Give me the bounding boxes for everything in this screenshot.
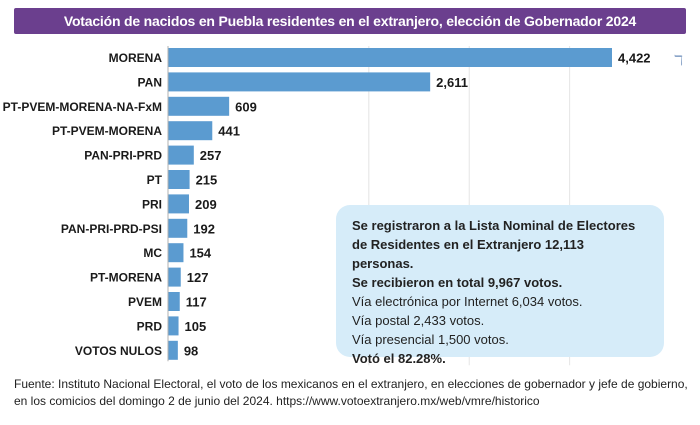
callout-line-internet: Vía electrónica por Internet 6,034 votos… bbox=[352, 294, 583, 309]
callout-line-total-votes: Se recibieron en total 9,967 votos. bbox=[352, 275, 563, 290]
bar-pt-pvem-morena bbox=[168, 121, 213, 141]
value-label-pt-pvem-morena-na-fxm: 609 bbox=[235, 99, 257, 114]
category-label-prd: PRD bbox=[137, 319, 163, 333]
bar-pt bbox=[168, 170, 190, 189]
bar-morena bbox=[168, 48, 612, 67]
value-label-pt: 215 bbox=[196, 173, 218, 188]
bar-pt-pvem-morena-na-fxm bbox=[168, 96, 230, 116]
category-label-pt-pvem-morena: PT-PVEM-MORENA bbox=[52, 124, 162, 138]
bar-pan bbox=[168, 72, 431, 92]
category-label-mc: MC bbox=[143, 246, 162, 260]
category-label-pri: PRI bbox=[142, 197, 162, 211]
bar-prd bbox=[168, 316, 179, 336]
bar-mc bbox=[168, 243, 184, 263]
value-label-pt-morena: 127 bbox=[187, 270, 209, 285]
value-label-pan: 2,611 bbox=[436, 75, 468, 90]
callout-line-registered: Se registraron a la Lista Nominal de Ele… bbox=[352, 218, 636, 233]
value-label-pan-pri-prd: 257 bbox=[200, 148, 222, 163]
bar-votos-nulos bbox=[168, 340, 178, 360]
value-label-prd: 105 bbox=[185, 319, 207, 334]
callout-line-presencial: Vía presencial 1,500 votos. bbox=[352, 332, 509, 347]
category-label-pan-pri-prd-psi: PAN-PRI-PRD-PSI bbox=[61, 222, 162, 236]
category-label-votos-nulos: VOTOS NULOS bbox=[75, 344, 162, 358]
value-label-pan-pri-prd-psi: 192 bbox=[193, 221, 215, 236]
category-label-pan-pri-prd: PAN-PRI-PRD bbox=[84, 149, 162, 163]
chart-title: Votación de nacidos en Puebla residentes… bbox=[14, 8, 686, 34]
category-label-pan: PAN bbox=[138, 75, 162, 89]
value-label-pvem: 117 bbox=[186, 295, 207, 310]
bar-pvem bbox=[168, 292, 180, 311]
value-label-morena: 4,422 bbox=[618, 51, 651, 66]
bar-pan-pri-prd bbox=[168, 145, 194, 165]
value-label-pri: 209 bbox=[195, 197, 217, 212]
callout-line-turnout: Votó el 82.28%. bbox=[352, 351, 446, 366]
callout-line-registered-count: de Residentes en el Extranjero 12,113 pe… bbox=[352, 237, 584, 271]
value-label-votos-nulos: 98 bbox=[184, 343, 198, 358]
category-label-pt: PT bbox=[147, 173, 163, 187]
bar-pri bbox=[168, 194, 189, 214]
category-label-pt-pvem-morena-na-fxm: PT-PVEM-MORENA-NA-FxM bbox=[3, 100, 162, 114]
bar-pan-pri-prd-psi bbox=[168, 218, 188, 238]
source-note: Fuente: Instituto Nacional Electoral, el… bbox=[14, 377, 688, 408]
value-label-pt-pvem-morena: 441 bbox=[218, 124, 240, 139]
edge-mark: ℸ bbox=[674, 52, 684, 68]
callout-line-postal: Vía postal 2,433 votos. bbox=[352, 313, 485, 328]
category-label-pt-morena: PT-MORENA bbox=[90, 271, 162, 285]
category-label-pvem: PVEM bbox=[128, 295, 162, 309]
value-label-mc: 154 bbox=[189, 246, 211, 261]
summary-callout: Se registraron a la Lista Nominal de Ele… bbox=[336, 205, 664, 366]
bar-pt-morena bbox=[168, 267, 181, 287]
category-label-morena: MORENA bbox=[109, 51, 163, 65]
